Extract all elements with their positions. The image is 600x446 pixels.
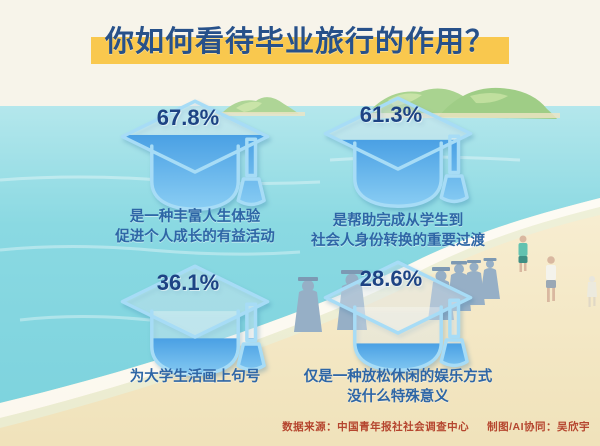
stat-description: 是帮助完成从学生到 社会人身份转换的重要过渡 (283, 212, 513, 251)
stat-item-3: 36.1% 为大学生活画上句号 (80, 261, 310, 385)
stat-description: 仅是一种放松休闲的娱乐方式 没什么特殊意义 (283, 368, 513, 407)
stat-description-line: 没什么特殊意义 (347, 388, 449, 405)
stat-description: 是一种丰富人生体验 促进个人成长的有益活动 (80, 208, 310, 247)
grad-cap-fill-chart: 61.3% (320, 93, 476, 214)
grad-cap-fill-chart: 36.1% (117, 261, 273, 382)
stat-value: 67.8% (156, 105, 220, 130)
grad-cap-fill-chart: 28.6% (320, 257, 476, 378)
stat-description-line: 仅是一种放松休闲的娱乐方式 (303, 369, 493, 385)
credits: 数据来源：中国青年报社社会调查中心 制图/AI协同：吴欣宇 (282, 419, 590, 434)
author-credit-text: 制图/AI协同：吴欣宇 (487, 421, 590, 433)
stat-item-1: 67.8% 是一种丰富人生体验 促进个人成长的有益活动 (80, 96, 310, 245)
stat-description-line: 是帮助完成从学生到 (332, 213, 464, 229)
stat-description-line: 促进个人成长的有益活动 (115, 228, 275, 245)
stat-value: 28.6% (359, 266, 423, 291)
stat-value: 36.1% (156, 270, 220, 295)
grad-cap-fill-chart: 67.8% (117, 96, 273, 217)
stat-description-line: 是一种丰富人生体验 (129, 209, 261, 225)
islands (215, 87, 560, 119)
stat-value: 61.3% (359, 102, 423, 127)
stat-item-2: 61.3% 是帮助完成从学生到 社会人身份转换的重要过渡 (283, 93, 513, 249)
beach-walkers (518, 235, 597, 307)
page-title-wrap: 你如何看待毕业旅行的作用？ (0, 16, 600, 64)
data-source-text: 数据来源：中国青年报社社会调查中心 (282, 421, 470, 433)
stat-description-line: 为大学生活画上句号 (129, 369, 261, 385)
stat-item-4: 28.6% 仅是一种放松休闲的娱乐方式 没什么特殊意义 (283, 257, 513, 405)
stat-description-line: 社会人身份转换的重要过渡 (311, 232, 485, 249)
page-title: 你如何看待毕业旅行的作用？ (90, 16, 509, 64)
stat-description: 为大学生活画上句号 (80, 368, 310, 388)
